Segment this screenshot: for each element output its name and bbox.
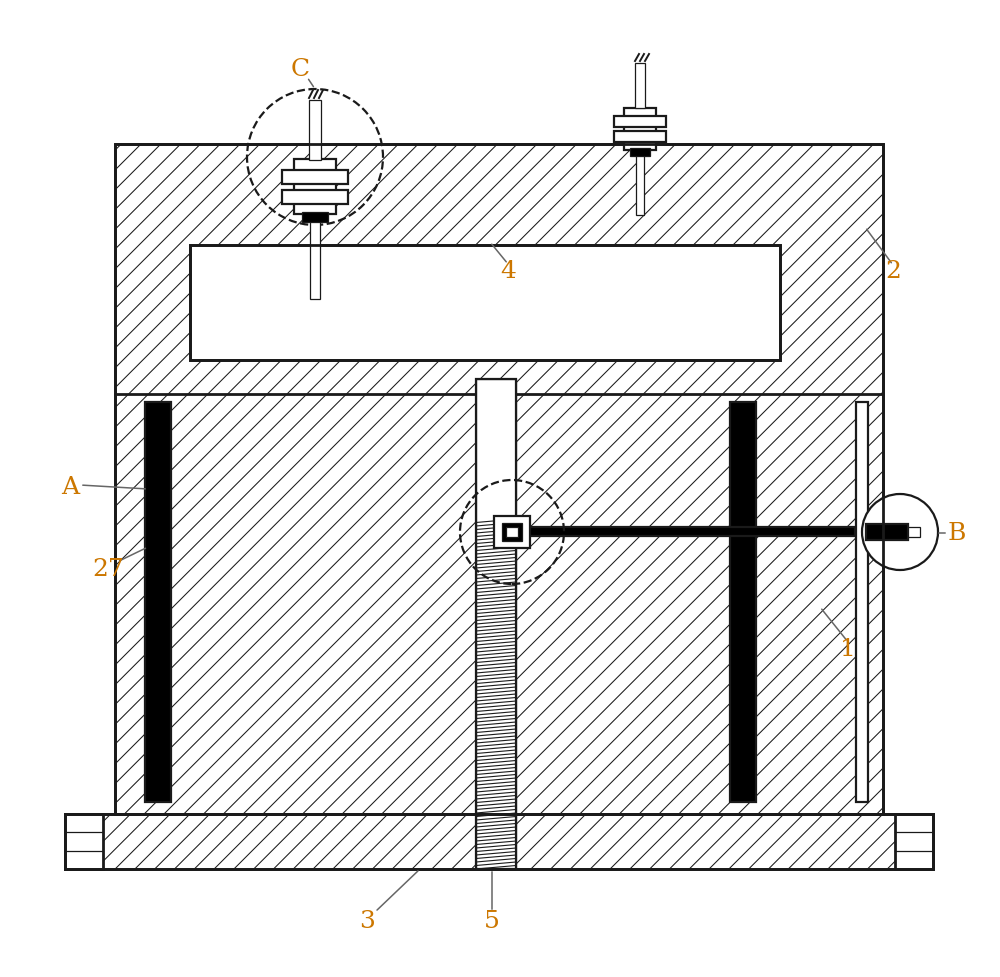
Text: 1: 1: [840, 638, 856, 660]
Bar: [614, 132, 666, 143]
Text: C: C: [290, 58, 310, 80]
Bar: [294, 159, 336, 214]
Bar: [866, 524, 908, 540]
Bar: [310, 214, 320, 299]
Text: 3: 3: [359, 911, 375, 933]
Bar: [309, 100, 321, 160]
Bar: [515, 527, 855, 536]
Bar: [630, 148, 650, 156]
Bar: [115, 144, 883, 814]
Text: A: A: [61, 476, 79, 498]
Text: B: B: [948, 522, 966, 544]
Bar: [65, 814, 933, 869]
Bar: [190, 245, 780, 360]
Text: 2: 2: [885, 261, 901, 283]
Bar: [145, 402, 171, 802]
Bar: [494, 516, 530, 548]
Bar: [895, 814, 933, 869]
Bar: [730, 402, 756, 802]
Circle shape: [862, 494, 938, 570]
Bar: [856, 402, 868, 802]
Bar: [65, 814, 933, 869]
Bar: [190, 245, 780, 360]
Bar: [624, 108, 656, 150]
Text: 4: 4: [500, 261, 516, 283]
Bar: [282, 170, 348, 184]
Bar: [908, 527, 920, 537]
Bar: [502, 523, 522, 541]
Bar: [635, 63, 645, 108]
Bar: [302, 212, 328, 222]
Bar: [115, 144, 883, 814]
Bar: [636, 150, 644, 215]
Bar: [614, 116, 666, 127]
Bar: [282, 191, 348, 204]
Bar: [65, 814, 103, 869]
Bar: [476, 379, 516, 869]
Text: 5: 5: [484, 911, 500, 933]
Bar: [506, 527, 518, 537]
Bar: [476, 379, 516, 869]
Text: 27: 27: [92, 558, 124, 580]
